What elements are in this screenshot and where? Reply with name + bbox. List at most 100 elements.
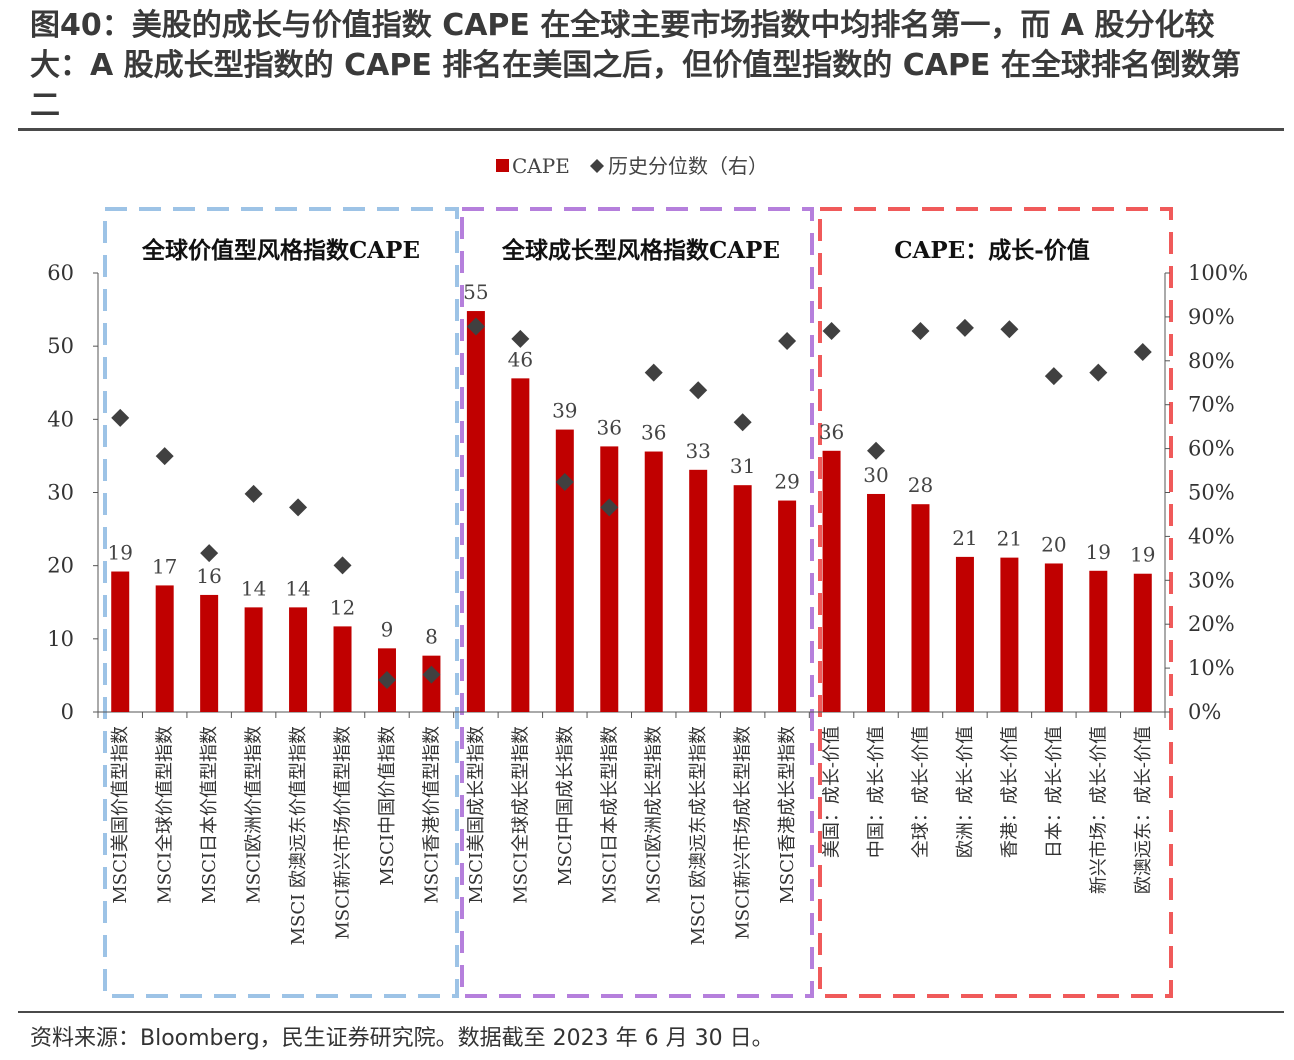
cape-bar xyxy=(822,450,841,712)
cape-value-label: 36 xyxy=(641,421,666,445)
right-tick-label: 100% xyxy=(1188,261,1248,285)
cape-bar xyxy=(1133,573,1152,712)
cape-bar xyxy=(1089,570,1108,712)
category-label: 日本：成长-价值 xyxy=(1044,726,1065,858)
category-label: 新兴市场：成长-价值 xyxy=(1088,726,1109,894)
value-panel-frame xyxy=(103,207,459,998)
percentile-marker xyxy=(511,329,530,348)
title-divider xyxy=(18,128,1284,131)
category-label: MSCI新兴市场价值型指数 xyxy=(333,726,354,940)
cape-value-label: 19 xyxy=(108,541,133,565)
percentile-marker xyxy=(1044,367,1063,386)
cape-value-label: 30 xyxy=(863,463,888,487)
percentile-marker xyxy=(422,665,441,684)
diff-panel-frame xyxy=(818,207,1173,998)
cape-value-label: 9 xyxy=(381,617,394,641)
panel-frames: 全球价值型风格指数CAPE 全球成长型风格指数CAPE CAPE：成长-价值 xyxy=(103,207,1173,998)
percentile-marker xyxy=(555,472,574,491)
right-tick-label: 40% xyxy=(1188,524,1235,548)
percentile-marker xyxy=(644,363,663,382)
percentile-marker xyxy=(466,317,485,336)
cape-bar xyxy=(422,655,441,712)
percentile-marker xyxy=(289,498,308,517)
cape-value-label: 28 xyxy=(908,473,933,497)
category-label: MSCI 欧澳远东价值型指数 xyxy=(288,726,309,945)
left-tick-label: 30 xyxy=(47,481,74,505)
category-label: MSCI欧洲成长型指数 xyxy=(644,726,665,904)
right-tick-label: 50% xyxy=(1188,481,1235,505)
cape-value-label: 16 xyxy=(196,564,221,588)
category-label: MSCI 欧澳远东成长型指数 xyxy=(688,726,709,945)
cape-value-label: 14 xyxy=(241,576,266,600)
cape-bar xyxy=(155,585,174,712)
cape-value-label: 36 xyxy=(819,420,844,444)
cape-bar xyxy=(511,378,530,712)
cape-bar xyxy=(778,500,797,712)
category-label: MSCI香港成长型指数 xyxy=(777,726,798,904)
legend-label-cape: CAPE xyxy=(512,154,570,178)
growth-panel-frame xyxy=(460,207,814,998)
footer-divider xyxy=(18,1011,1284,1013)
percentile-marker xyxy=(867,441,886,460)
percentile-markers xyxy=(111,317,1152,689)
left-tick-label: 50 xyxy=(47,334,74,358)
cape-value-label: 20 xyxy=(1041,532,1066,556)
category-label: MSCI欧洲价值型指数 xyxy=(244,726,265,904)
category-label: 欧洲：成长-价值 xyxy=(955,726,976,858)
cape-chart: CAPE 历史分位数（右） 全球价值型风格指数CAPE 全球成长型风格指数CAPE C… xyxy=(47,154,1248,998)
growth-panel-title: 全球成长型风格指数CAPE xyxy=(501,237,780,264)
percentile-marker xyxy=(822,321,841,340)
cape-value-label: 55 xyxy=(463,280,488,304)
category-label: MSCI中国价值指数 xyxy=(377,726,398,886)
percentile-marker xyxy=(1133,343,1152,362)
percentile-marker xyxy=(377,670,396,689)
cape-bar xyxy=(466,311,485,712)
right-tick-label: 70% xyxy=(1188,393,1235,417)
cape-value-label: 33 xyxy=(685,439,710,463)
percentile-marker xyxy=(733,413,752,432)
cape-value-label: 31 xyxy=(730,454,755,478)
percentile-marker xyxy=(600,498,619,517)
category-labels: MSCI美国价值型指数 MSCI全球价值型指数 MSCI日本价值型指数 MSCI欧洲价… xyxy=(110,726,1154,945)
cape-value-label: 46 xyxy=(508,347,533,371)
cape-value-label: 39 xyxy=(552,399,577,423)
percentile-marker xyxy=(1000,320,1019,339)
category-label: MSCI日本成长型指数 xyxy=(599,726,620,904)
cape-bar xyxy=(333,626,352,712)
cape-value-label: 19 xyxy=(1086,540,1111,564)
category-label: MSCI全球价值型指数 xyxy=(155,726,176,904)
cape-bar xyxy=(1044,563,1063,712)
cape-value-label: 17 xyxy=(152,554,177,578)
legend-swatch-cape xyxy=(496,159,509,172)
cape-bars xyxy=(111,311,1152,712)
legend-marker-percentile xyxy=(590,159,604,173)
cape-value-label: 21 xyxy=(997,527,1022,551)
category-label: MSCI新兴市场成长型指数 xyxy=(733,726,754,940)
category-label: 美国：成长-价值 xyxy=(822,726,843,858)
cape-value-label: 21 xyxy=(952,526,977,550)
percentile-marker xyxy=(200,544,219,563)
cape-bar xyxy=(600,446,619,712)
figure-title: 图40：美股的成长与价值指数 CAPE 在全球主要市场指数中均排名第一，而 A … xyxy=(30,8,1241,123)
right-tick-label: 20% xyxy=(1188,612,1235,636)
left-tick-label: 10 xyxy=(47,627,74,651)
category-label: 香港：成长-价值 xyxy=(999,726,1020,858)
cape-value-label: 29 xyxy=(774,470,799,494)
left-tick-label: 20 xyxy=(47,554,74,578)
right-tick-label: 80% xyxy=(1188,349,1235,373)
cape-value-label: 14 xyxy=(285,576,310,600)
left-tick-label: 60 xyxy=(47,261,74,285)
right-tick-label: 90% xyxy=(1188,305,1235,329)
category-label: MSCI美国成长型指数 xyxy=(466,726,487,904)
diff-panel-title: CAPE：成长-价值 xyxy=(894,237,1090,264)
right-tick-label: 0% xyxy=(1188,700,1221,724)
cape-value-label: 12 xyxy=(330,595,355,619)
percentile-marker xyxy=(111,408,130,427)
right-tick-label: 10% xyxy=(1188,656,1235,680)
percentile-marker xyxy=(155,447,174,466)
legend-label-percentile: 历史分位数（右） xyxy=(608,154,768,178)
percentile-marker xyxy=(1089,363,1108,382)
left-tick-label: 0 xyxy=(61,700,74,724)
cape-bar xyxy=(1000,557,1019,712)
percentile-marker xyxy=(244,484,263,503)
